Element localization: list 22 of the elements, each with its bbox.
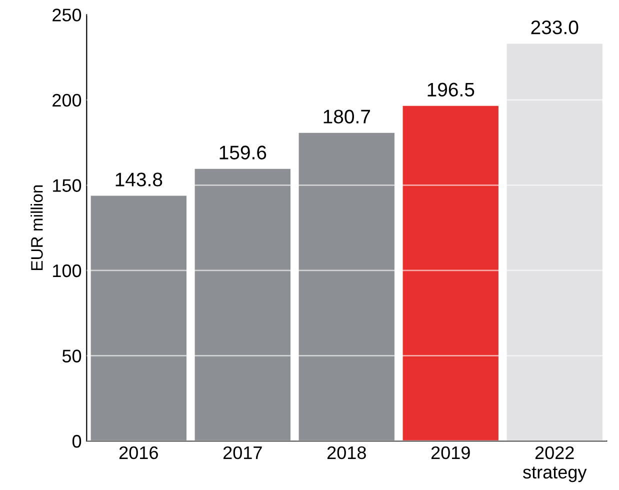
y-tick-label: 0: [72, 434, 82, 448]
data-label: 233.0: [531, 20, 578, 34]
data-label: 159.6: [220, 146, 266, 160]
y-axis-title: EUR million: [30, 185, 43, 270]
bar: [506, 44, 602, 441]
x-tick-label: 2019: [431, 446, 470, 460]
bar: [90, 196, 186, 441]
x-tick-label: 2016: [119, 446, 158, 460]
y-tick-label: 150: [53, 179, 82, 192]
data-label: 180.7: [324, 110, 370, 124]
bar: [402, 106, 498, 441]
data-label: 143.8: [116, 172, 162, 186]
x-tick-label: 2018: [327, 446, 366, 460]
x-tick-label: 2017: [223, 446, 262, 460]
data-label: 196.5: [428, 82, 474, 97]
x-tick-label: 2022 strategy: [523, 446, 587, 482]
y-tick-label: 100: [53, 264, 82, 278]
y-tick-label: 200: [52, 94, 82, 107]
bar: [194, 168, 290, 441]
bar: [298, 132, 394, 441]
y-tick-label: 50: [62, 350, 82, 362]
y-tick-label: 250: [52, 8, 82, 22]
